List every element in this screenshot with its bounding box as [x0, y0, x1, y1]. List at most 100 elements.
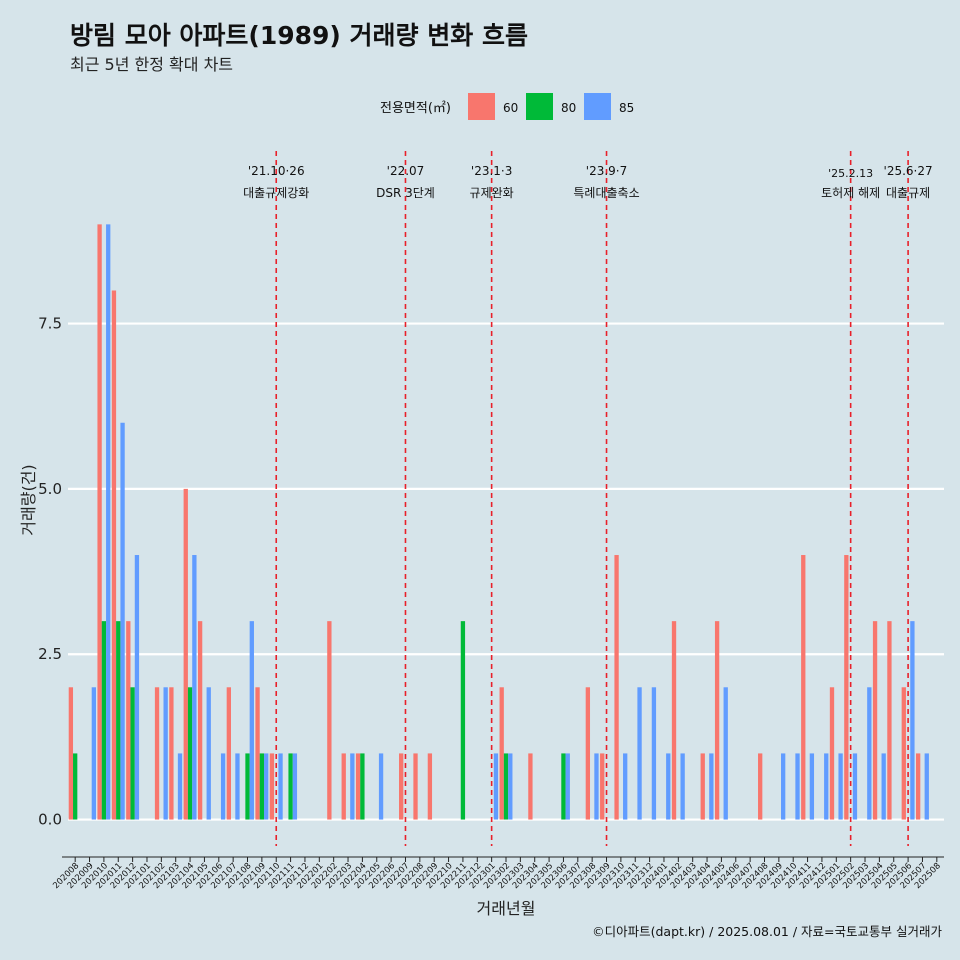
- bar-202411-85: [809, 753, 815, 820]
- bar-202405-60: [714, 621, 720, 820]
- bar-202010-85: [106, 224, 111, 820]
- x-axis-title: 거래년월: [477, 899, 536, 918]
- event-label: 대출규제: [886, 186, 930, 200]
- event-label: 토허제 해제: [821, 186, 880, 200]
- bar-202410-85: [795, 753, 800, 820]
- bar-202107-85: [235, 753, 240, 820]
- bar-202012-80: [130, 687, 135, 820]
- bar-202404-85: [709, 753, 714, 820]
- bar-202404-60: [700, 753, 705, 820]
- bar-202412-85: [824, 753, 829, 820]
- bar-202008-60: [68, 687, 74, 820]
- bar-202102-60: [154, 687, 160, 820]
- bar-202301-85: [493, 753, 499, 820]
- bar-202202-60: [327, 621, 332, 820]
- event-date-label: '23.1·3: [471, 164, 512, 178]
- legend-label-85: 85: [619, 101, 634, 115]
- bar-202108-85: [249, 621, 254, 820]
- y-tick-label: 5.0: [38, 480, 62, 498]
- bar-202011-85: [120, 422, 125, 820]
- y-axis: 0.0 2.5 5.0 7.5: [38, 315, 62, 829]
- source-caption: ©디아파트(dapt.kr) / 2025.08.01 / 자료=국토교통부 실…: [592, 924, 942, 939]
- bar-202102-85: [163, 687, 168, 820]
- event-date-label: '22.07: [387, 164, 425, 178]
- chart-subtitle: 최근 5년 한정 확대 차트: [70, 55, 233, 74]
- y-tick-label: 0.0: [38, 811, 62, 829]
- bar-202109-60: [255, 687, 260, 820]
- y-axis-title: 거래량(건): [19, 464, 38, 535]
- bar-202109-80: [259, 753, 265, 820]
- bar-202312-85: [651, 687, 657, 820]
- bar-202304-60: [528, 753, 533, 820]
- bar-202504-85: [881, 753, 886, 820]
- bar-202302-60: [499, 687, 504, 820]
- legend-key-80: [526, 93, 553, 120]
- bar-202108-80: [245, 753, 250, 820]
- bar-202010-60: [97, 224, 102, 820]
- bar-202104-85: [192, 555, 197, 820]
- bar-202106-85: [220, 753, 226, 820]
- bar-202111-80: [288, 753, 293, 820]
- event-label: 특례대출축소: [573, 186, 639, 200]
- bars: [68, 224, 929, 820]
- bar-202504-60: [872, 621, 878, 820]
- event-label: 규제완화: [470, 186, 514, 200]
- bar-202011-60: [111, 290, 117, 820]
- y-tick-label: 2.5: [38, 645, 62, 663]
- bar-202211-80: [460, 621, 466, 820]
- bar-202207-60: [399, 753, 404, 820]
- bar-202501-85: [838, 753, 843, 820]
- event-date-label: '21.10·26: [248, 164, 305, 178]
- bar-202109-85: [264, 753, 269, 820]
- bar-202105-85: [206, 687, 211, 820]
- event-date-label: '25.6·27: [884, 164, 933, 178]
- bar-202010-80: [101, 621, 107, 820]
- bar-202502-85: [852, 753, 858, 820]
- legend-key-85: [584, 93, 611, 120]
- bar-202011-80: [116, 621, 121, 820]
- bar-202306-80: [561, 753, 566, 820]
- bar-202103-60: [169, 687, 174, 820]
- bar-202104-60: [183, 488, 188, 820]
- bar-202405-85: [723, 687, 728, 820]
- legend-label-80: 80: [561, 101, 576, 115]
- event-date-label: '23.9·7: [586, 164, 627, 178]
- bar-202310-85: [623, 753, 628, 820]
- legend: 전용면적(㎡) 60 80 85: [380, 93, 634, 120]
- bar-202308-60: [585, 687, 591, 820]
- event-label: 대출규제강화: [243, 186, 309, 200]
- bar-202012-85: [134, 555, 140, 820]
- event-markers: '21.10·26 대출규제강화 '22.07 DSR 3단계 '23.1·3 규제완화 '…: [243, 151, 933, 846]
- bar-202203-85: [350, 753, 355, 820]
- legend-title: 전용면적(㎡): [380, 101, 451, 116]
- bar-202204-60: [355, 753, 361, 820]
- bar-202506-60: [901, 687, 906, 820]
- bar-202501-60: [829, 687, 835, 820]
- bar-202505-60: [887, 621, 892, 820]
- bar-202302-85: [508, 753, 513, 820]
- bar-202203-60: [341, 753, 346, 820]
- bar-202205-85: [378, 753, 384, 820]
- bar-202507-60: [915, 753, 921, 820]
- bar-202110-60: [269, 753, 275, 820]
- bar-202107-60: [226, 687, 231, 820]
- x-axis: 2020082020092020102020112020122021012021…: [51, 856, 944, 891]
- bar-202110-85: [278, 753, 283, 820]
- bar-202306-85: [565, 753, 570, 820]
- bar-202209-60: [427, 753, 433, 820]
- bar-202409-85: [781, 753, 786, 820]
- bar-202103-85: [177, 753, 183, 820]
- bar-202503-85: [867, 687, 872, 820]
- bar-202502-60: [844, 555, 849, 820]
- bar-202401-85: [666, 753, 671, 820]
- bar-202104-80: [187, 687, 193, 820]
- legend-key-60: [468, 93, 495, 120]
- chart-title: 방림 모아 아파트(1989) 거래량 변화 흐름: [70, 21, 528, 50]
- bar-202012-60: [126, 621, 131, 820]
- bar-202105-60: [197, 621, 203, 820]
- bar-202311-85: [637, 687, 642, 820]
- event-date-label: '25.2.13: [828, 167, 873, 180]
- bar-202309-60: [600, 753, 605, 820]
- bar-202507-85: [924, 753, 929, 820]
